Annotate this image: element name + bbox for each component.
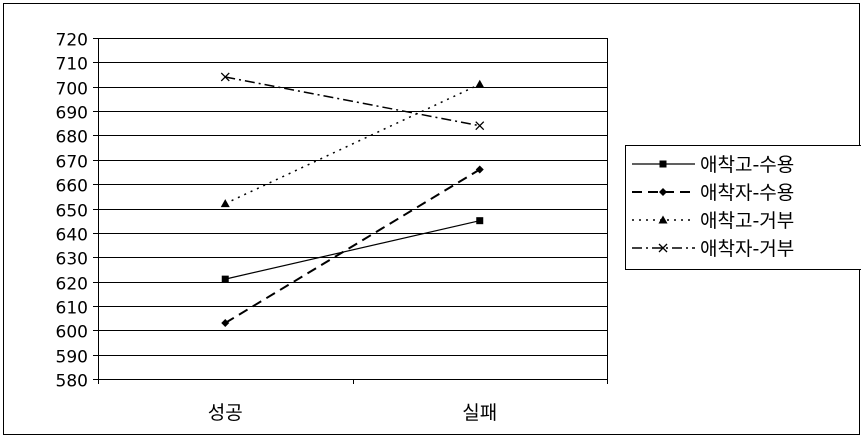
y-tick-label: 590	[56, 348, 88, 368]
y-tick-label: 640	[56, 226, 88, 246]
y-tick-label: 600	[56, 323, 88, 343]
x-tick-label: 실패	[462, 402, 497, 424]
y-tick-label: 690	[56, 104, 88, 124]
legend-label: 애착고-거부	[700, 210, 794, 232]
x-tick-label: 성공	[208, 402, 243, 424]
legend-label: 애착고-수용	[700, 154, 794, 176]
y-tick-label: 650	[56, 202, 88, 222]
y-tick-label: 620	[56, 275, 88, 295]
data-point	[660, 161, 667, 168]
data-point	[476, 217, 483, 224]
y-tick-label: 700	[56, 80, 88, 100]
y-tick-label: 660	[56, 177, 88, 197]
legend-label: 애착자-수용	[700, 182, 794, 204]
legend-label: 애착자-거부	[700, 238, 794, 260]
data-point	[222, 276, 229, 283]
y-tick-label: 710	[56, 55, 88, 75]
y-tick-label: 680	[56, 128, 88, 148]
y-tick-label: 610	[56, 299, 88, 319]
y-tick-label: 630	[56, 250, 88, 270]
y-tick-label: 580	[56, 372, 88, 392]
y-tick-label: 720	[56, 31, 88, 51]
y-tick-label: 670	[56, 153, 88, 173]
